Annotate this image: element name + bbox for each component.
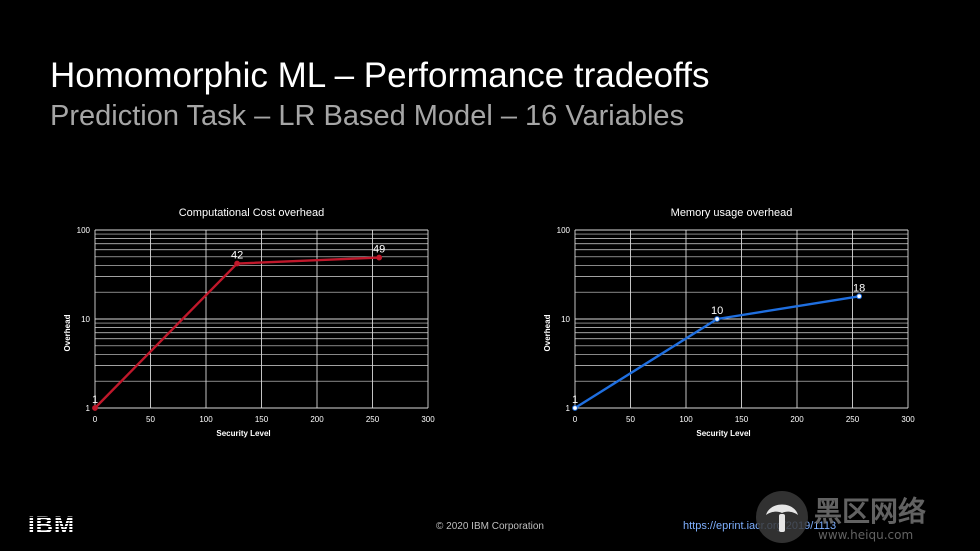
slide-subtitle: Prediction Task – LR Based Model – 16 Va…: [50, 100, 685, 132]
y-tick-label: 10: [81, 315, 90, 324]
x-axis-label: Security Level: [696, 429, 750, 438]
y-tick-label: 1: [86, 404, 91, 413]
svg-text:www.heiqu.com: www.heiqu.com: [818, 528, 913, 542]
x-tick-label: 150: [255, 415, 269, 424]
x-tick-label: 50: [626, 415, 635, 424]
chart-title: Memory usage overhead: [671, 207, 793, 219]
x-tick-label: 100: [679, 415, 693, 424]
x-axis-label: Security Level: [216, 429, 270, 438]
x-tick-label: 0: [573, 415, 578, 424]
chart-title: Computational Cost overhead: [179, 207, 325, 219]
data-point: [92, 405, 98, 411]
y-tick-label: 10: [561, 315, 570, 324]
y-axis-label: Overhead: [63, 314, 72, 351]
y-axis-label: Overhead: [543, 314, 552, 351]
x-tick-label: 200: [310, 415, 324, 424]
slide-title: Homomorphic ML – Performance tradeoffs: [50, 56, 710, 95]
watermark-logo: 黑区网络 www.heiqu.com: [756, 491, 926, 543]
data-label: 1: [92, 394, 98, 406]
memory-usage-chart: Memory usage overhead 1 10 100 0 50 100 150 200 2…: [543, 207, 915, 438]
x-tick-label: 200: [790, 415, 804, 424]
x-tick-label: 250: [846, 415, 860, 424]
x-tick-label: 300: [901, 415, 915, 424]
svg-text:IBM: IBM: [28, 512, 75, 536]
data-point: [856, 293, 863, 300]
x-tick-label: 50: [146, 415, 155, 424]
x-tick-label: 150: [735, 415, 749, 424]
x-tick-label: 250: [366, 415, 380, 424]
y-tick-label: 1: [566, 404, 571, 413]
x-tick-label: 300: [421, 415, 435, 424]
computational-cost-chart: Computational Cost overhead 1 10 100 0 50 100 1…: [63, 207, 435, 438]
data-point: [572, 405, 578, 411]
data-point: [234, 260, 240, 267]
y-tick-label: 100: [77, 226, 91, 235]
y-tick-label: 100: [557, 226, 571, 235]
data-label: 10: [711, 305, 723, 317]
data-label: 18: [853, 282, 865, 294]
svg-text:黑区网络: 黑区网络: [814, 495, 926, 528]
data-point: [376, 254, 383, 261]
data-label: 1: [572, 394, 578, 406]
data-label: 42: [231, 250, 243, 262]
x-tick-label: 100: [199, 415, 213, 424]
data-label: 49: [373, 244, 385, 256]
x-tick-label: 0: [93, 415, 98, 424]
data-point: [714, 316, 720, 322]
copyright: © 2020 IBM Corporation: [436, 521, 544, 532]
ibm-logo: IBM: [28, 512, 75, 536]
